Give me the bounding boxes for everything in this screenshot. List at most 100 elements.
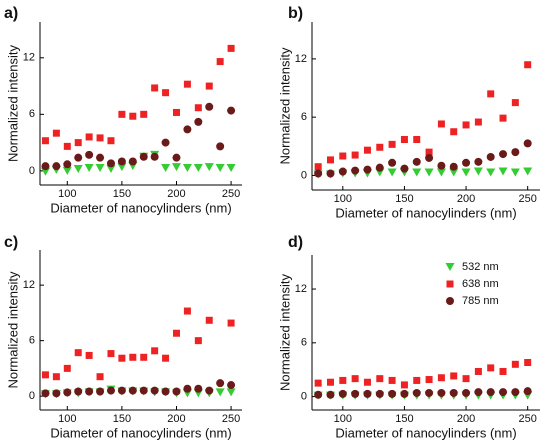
x-tick-label: 200 <box>457 413 475 425</box>
marker-circle <box>139 386 148 395</box>
x-tick-label: 250 <box>518 413 536 425</box>
marker-square <box>474 367 482 375</box>
x-tick-label: 150 <box>395 413 413 425</box>
marker-triangle <box>523 167 533 176</box>
marker-triangle <box>182 164 192 173</box>
marker-square <box>41 137 49 145</box>
marker-circle <box>499 150 508 159</box>
marker-circle <box>462 388 471 397</box>
marker-square <box>511 99 519 107</box>
panel-label: a) <box>4 5 18 22</box>
marker-square <box>376 143 384 151</box>
marker-square <box>339 152 347 160</box>
x-tick-label: 100 <box>334 413 352 425</box>
marker-square <box>63 364 71 372</box>
marker-square <box>351 375 359 383</box>
marker-circle <box>437 388 446 397</box>
y-tick-label: 6 <box>29 108 35 120</box>
x-tick-label: 200 <box>457 193 475 205</box>
marker-circle <box>474 388 483 397</box>
marker-square <box>400 136 408 144</box>
marker-triangle <box>473 167 483 176</box>
marker-circle <box>85 150 94 159</box>
marker-square <box>172 329 180 337</box>
marker-square <box>339 376 347 384</box>
marker-square <box>205 82 213 90</box>
marker-triangle <box>424 168 434 177</box>
marker-triangle <box>215 388 225 397</box>
marker-triangle <box>412 168 422 177</box>
marker-square <box>107 137 115 145</box>
marker-square <box>74 139 82 147</box>
marker-circle <box>499 388 508 397</box>
marker-circle <box>449 388 458 397</box>
marker-circle <box>216 142 225 151</box>
marker-square <box>376 375 384 383</box>
marker-square <box>314 379 322 387</box>
marker-circle <box>388 158 397 167</box>
marker-triangle <box>40 167 50 176</box>
marker-square <box>524 61 532 69</box>
x-tick-label: 150 <box>113 188 131 200</box>
marker-square <box>413 376 421 384</box>
marker-circle <box>52 389 61 398</box>
legend-marker <box>446 280 454 288</box>
marker-square <box>511 360 519 368</box>
panel-label: b) <box>288 5 303 22</box>
marker-square <box>326 156 334 164</box>
marker-square <box>487 90 495 98</box>
marker-circle <box>227 381 236 390</box>
y-tick-label: 6 <box>301 337 307 349</box>
marker-square <box>351 151 359 159</box>
marker-triangle <box>215 164 225 173</box>
marker-square <box>388 140 396 148</box>
marker-square <box>85 351 93 359</box>
marker-circle <box>400 389 409 398</box>
marker-circle <box>338 389 347 398</box>
marker-circle <box>74 153 83 162</box>
marker-circle <box>172 153 181 162</box>
y-axis-label: Normalized intensity <box>277 273 292 391</box>
marker-circle <box>117 157 126 166</box>
marker-square <box>413 136 421 144</box>
x-axis-label: Diameter of nanocylinders (nm) <box>335 205 516 220</box>
marker-square <box>52 129 60 137</box>
marker-circle <box>96 387 105 396</box>
marker-circle <box>511 148 520 157</box>
marker-square <box>487 364 495 372</box>
marker-square <box>151 347 159 355</box>
marker-circle <box>63 160 72 169</box>
marker-square <box>474 118 482 126</box>
x-tick-label: 100 <box>334 193 352 205</box>
legend-marker <box>445 263 455 271</box>
marker-circle <box>351 389 360 398</box>
marker-square <box>52 373 60 381</box>
marker-square <box>227 319 235 327</box>
marker-circle <box>128 157 137 166</box>
x-tick-label: 250 <box>222 188 240 200</box>
marker-triangle <box>498 167 508 176</box>
marker-circle <box>172 387 181 396</box>
marker-circle <box>363 389 372 398</box>
marker-circle <box>183 125 192 134</box>
y-tick-label: 0 <box>301 390 307 402</box>
y-tick-label: 12 <box>23 52 35 64</box>
marker-triangle <box>161 164 171 173</box>
marker-triangle <box>204 163 214 172</box>
marker-square <box>524 359 532 367</box>
marker-circle <box>194 384 203 393</box>
x-tick-label: 200 <box>167 188 185 200</box>
marker-circle <box>326 390 335 399</box>
marker-square <box>363 146 371 154</box>
marker-circle <box>106 386 115 395</box>
marker-circle <box>351 166 360 175</box>
x-tick-label: 250 <box>222 413 240 425</box>
x-tick-label: 150 <box>395 193 413 205</box>
marker-circle <box>161 138 170 147</box>
marker-circle <box>523 387 532 396</box>
marker-circle <box>161 387 170 396</box>
marker-circle <box>96 153 105 162</box>
marker-circle <box>52 162 61 171</box>
marker-square <box>450 128 458 136</box>
